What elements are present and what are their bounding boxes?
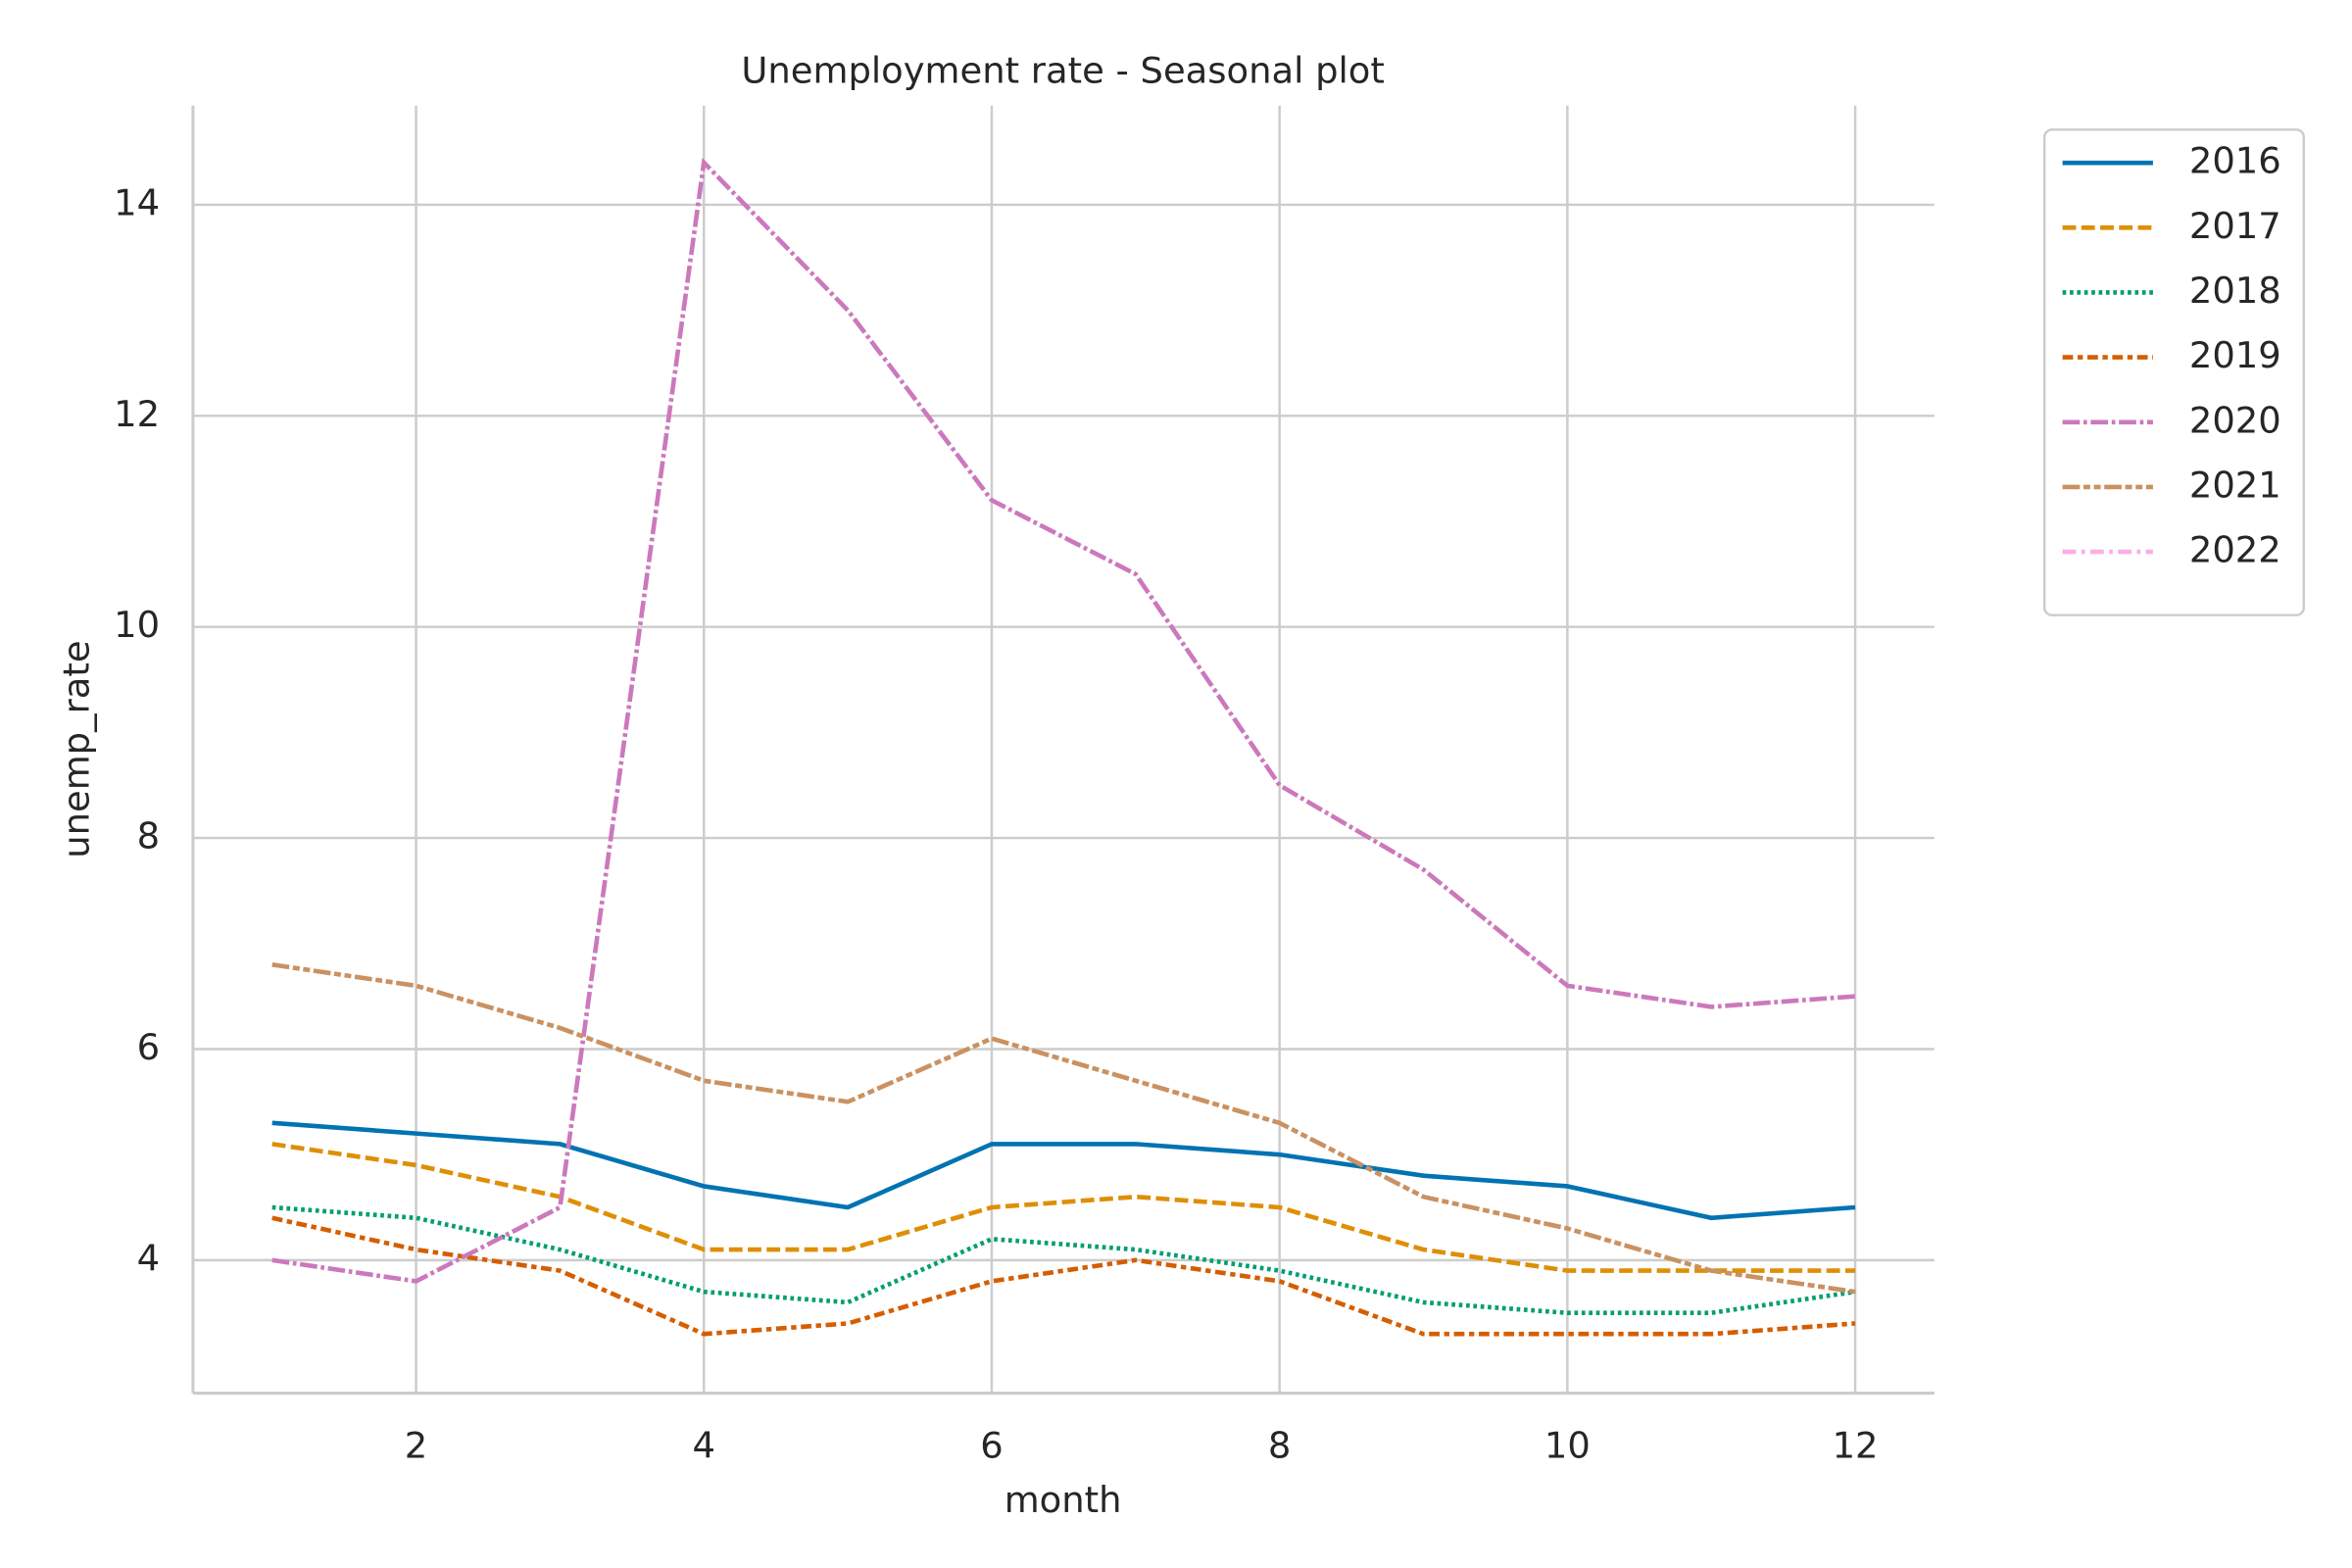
legend-box: [2042, 128, 2305, 616]
x-tick-label: 2: [405, 1424, 427, 1466]
series-line: [271, 1120, 1856, 1221]
y-tick-label: 8: [137, 815, 160, 858]
y-tick-label: 10: [114, 604, 160, 646]
x-tick-label: 12: [1833, 1424, 1879, 1466]
x-axis-label: month: [1004, 1479, 1122, 1521]
legend-label: 2016: [2189, 140, 2281, 182]
y-tick-label: 14: [114, 181, 160, 223]
x-tick-label: 10: [1544, 1424, 1591, 1466]
legend-label: 2020: [2189, 399, 2281, 441]
x-tick-label: 6: [980, 1424, 1003, 1466]
series-line: [271, 1215, 1856, 1337]
x-tick-label: 4: [693, 1424, 715, 1466]
legend-label: 2017: [2189, 205, 2281, 247]
chart-title: Unemployment rate - Seasonal plot: [741, 49, 1384, 91]
series-line: [271, 157, 1856, 1284]
y-axis-label: unemp_rate: [56, 640, 98, 858]
legend-label: 2018: [2189, 270, 2281, 312]
x-tick-label: 8: [1268, 1424, 1291, 1466]
legend-label: 2021: [2189, 464, 2281, 506]
y-tick-label: 12: [114, 393, 160, 435]
legend-label: 2019: [2189, 334, 2281, 376]
series-line: [271, 1204, 1856, 1315]
legend-label: 2022: [2189, 529, 2281, 571]
series-line: [271, 1142, 1856, 1273]
y-tick-label: 6: [137, 1026, 160, 1068]
series-line: [271, 962, 1856, 1295]
y-tick-label: 4: [137, 1237, 160, 1279]
